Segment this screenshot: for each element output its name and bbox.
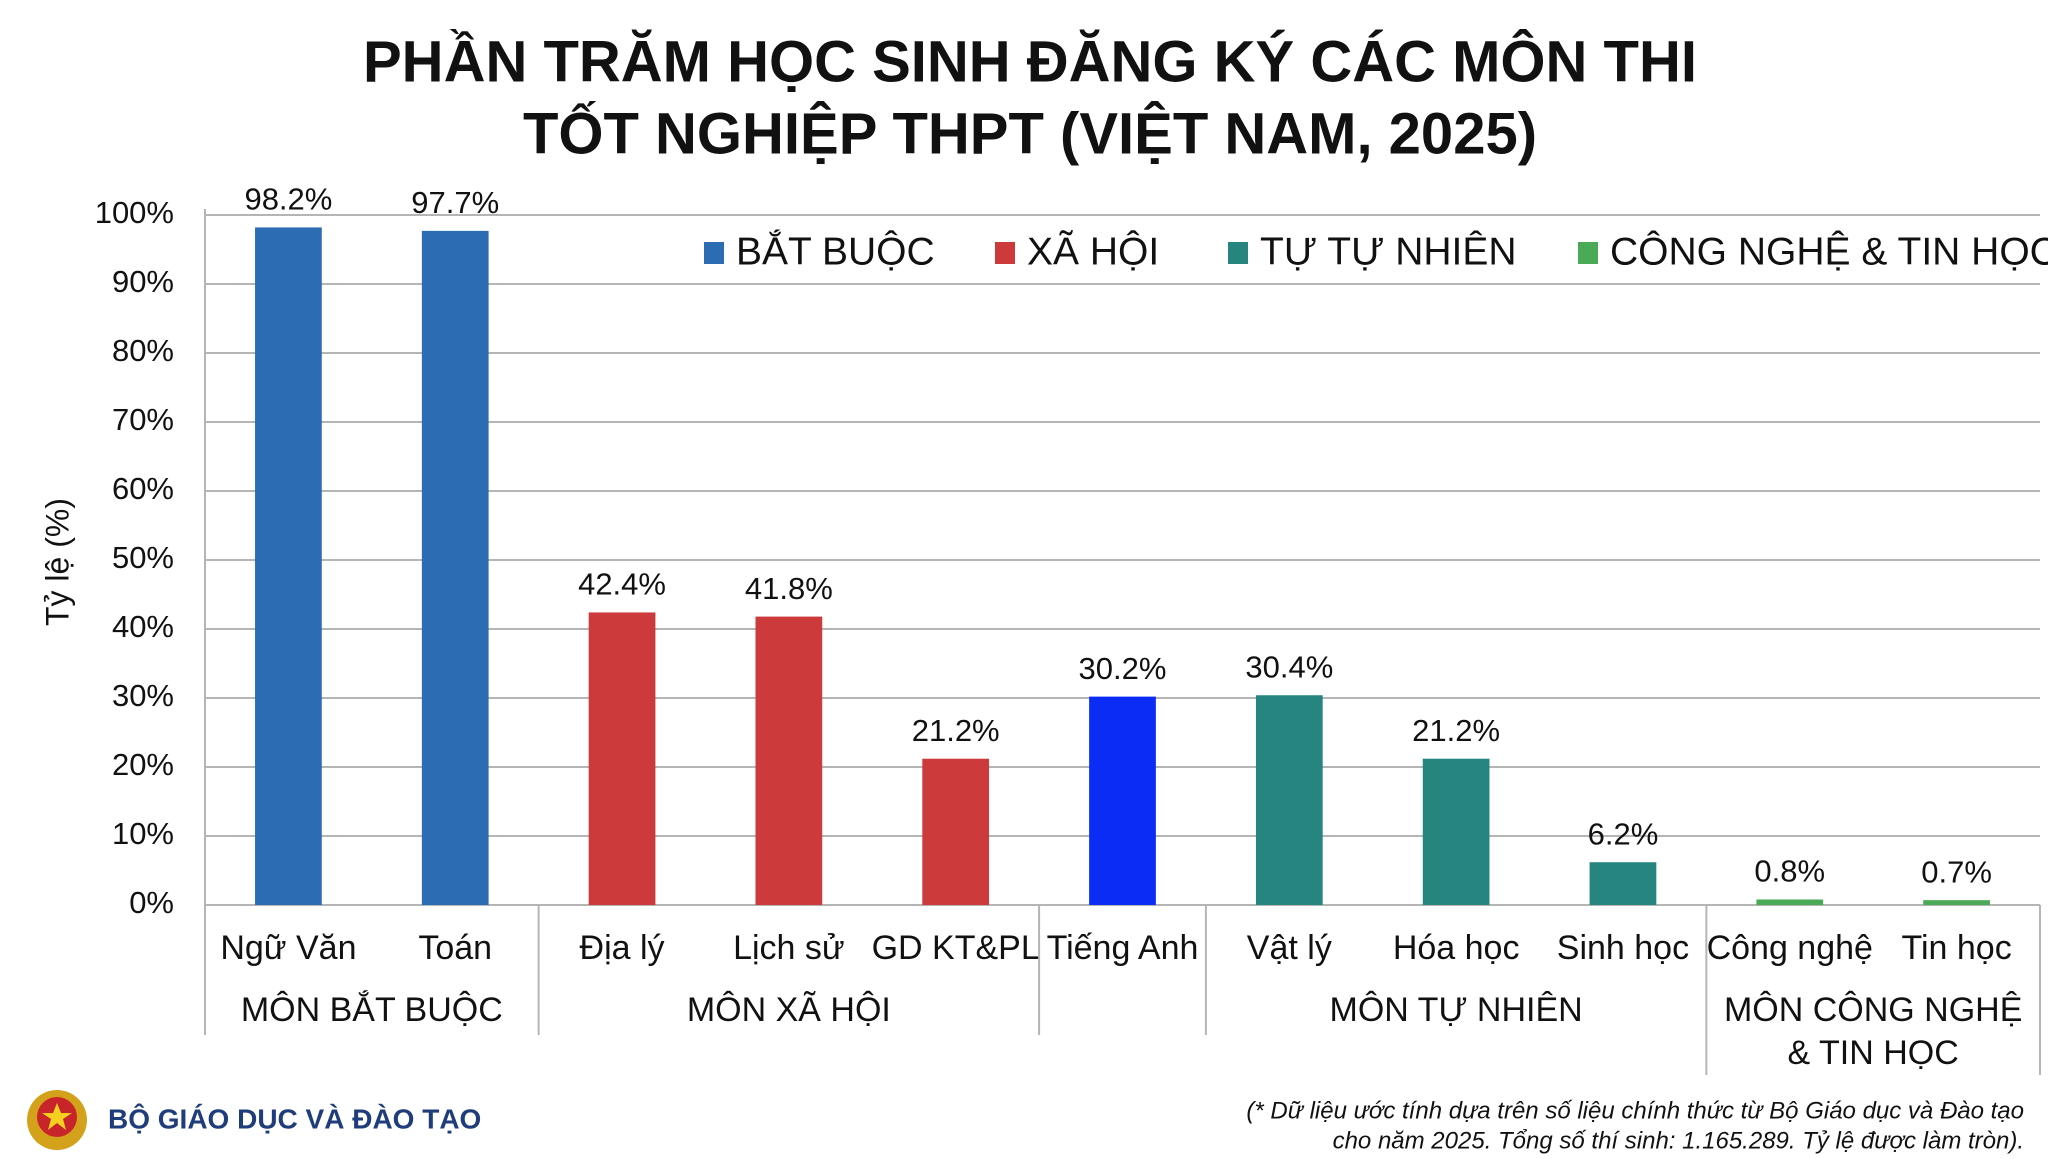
- bar: [255, 227, 322, 906]
- y-tick-label: 70%: [112, 402, 174, 437]
- bar: [1089, 696, 1156, 905]
- y-tick-label: 50%: [112, 540, 174, 575]
- bar: [1756, 899, 1824, 905]
- bar: [588, 612, 656, 905]
- bar: [922, 758, 990, 905]
- x-tick-label: GD KT&PL: [872, 929, 1040, 967]
- value-label: 6.2%: [1588, 816, 1659, 851]
- legend-swatch: [704, 242, 724, 264]
- y-tick-label: 90%: [112, 264, 174, 299]
- y-tick-label: 0%: [129, 885, 174, 920]
- group-label: MÔN BẮT BUỘC: [241, 991, 503, 1029]
- y-tick-label: 10%: [112, 816, 174, 851]
- y-tick-label: 60%: [112, 471, 174, 506]
- logo: [27, 1090, 87, 1150]
- value-label: 42.4%: [578, 567, 666, 602]
- value-label: 30.2%: [1079, 651, 1167, 686]
- value-label: 98.2%: [244, 182, 332, 217]
- value-label: 97.7%: [411, 185, 499, 220]
- x-tick-label: Ngữ Văn: [220, 929, 356, 967]
- legend-label: CÔNG NGHỆ & TIN HỌC: [1610, 229, 2048, 273]
- bar: [755, 616, 823, 905]
- x-tick-label: Địa lý: [580, 929, 665, 967]
- legend-swatch: [1228, 242, 1248, 264]
- y-tick-label: 20%: [112, 747, 174, 782]
- x-tick-label: Hóa học: [1393, 929, 1520, 967]
- bar: [1923, 900, 1990, 905]
- value-label: 30.4%: [1245, 649, 1333, 684]
- emblem-star: [42, 1103, 72, 1130]
- legend-swatch: [995, 242, 1015, 264]
- bar: [421, 230, 489, 905]
- legend-swatch: [1578, 242, 1598, 264]
- footnote: (* Dữ liệu ước tính dựa trên số liệu chí…: [1246, 1097, 2024, 1124]
- legend-label: XÃ HỘI: [1027, 229, 1159, 273]
- group-label: MÔN TỰ NHIÊN: [1330, 991, 1583, 1029]
- group-label: & TIN HỌC: [1788, 1034, 1959, 1072]
- x-tick-label: Lịch sử: [733, 929, 845, 967]
- value-label: 0.7%: [1921, 854, 1992, 889]
- value-label: 0.8%: [1754, 854, 1825, 889]
- x-tick-label: Tin học: [1901, 929, 2011, 967]
- x-tick-label: Tiếng Anh: [1047, 929, 1199, 967]
- footnote: cho năm 2025. Tổng số thí sinh: 1.165.28…: [1333, 1127, 2024, 1154]
- bar: [1422, 758, 1490, 905]
- value-label: 21.2%: [912, 713, 1000, 748]
- y-axis-label: Tỷ lệ (%): [39, 498, 75, 626]
- y-tick-label: 30%: [112, 678, 174, 713]
- x-tick-label: Toán: [418, 929, 492, 967]
- chart-title: PHẦN TRĂM HỌC SINH ĐĂNG KÝ CÁC MÔN THI: [363, 29, 1697, 94]
- legend-label: TỰ TỰ NHIÊN: [1260, 230, 1517, 273]
- group-label: MÔN XÃ HỘI: [687, 991, 891, 1029]
- y-tick-label: 40%: [112, 609, 174, 644]
- value-label: 41.8%: [745, 571, 833, 606]
- x-tick-label: Vật lý: [1247, 929, 1332, 967]
- bar: [1255, 695, 1323, 905]
- source: BỘ GIÁO DỤC VÀ ĐÀO TẠO: [108, 1102, 481, 1134]
- y-tick-label: 80%: [112, 333, 174, 368]
- group-label: MÔN CÔNG NGHỆ: [1724, 991, 2022, 1029]
- x-tick-label: Công nghệ: [1707, 929, 1873, 967]
- y-tick-label: 100%: [95, 195, 174, 230]
- value-label: 21.2%: [1412, 713, 1500, 748]
- bar: [1589, 862, 1657, 905]
- x-tick-label: Sinh học: [1557, 929, 1689, 967]
- legend-label: BẮT BUỘC: [736, 229, 935, 273]
- chart-title: TỐT NGHIỆP THPT (VIỆT NAM, 2025): [523, 101, 1537, 166]
